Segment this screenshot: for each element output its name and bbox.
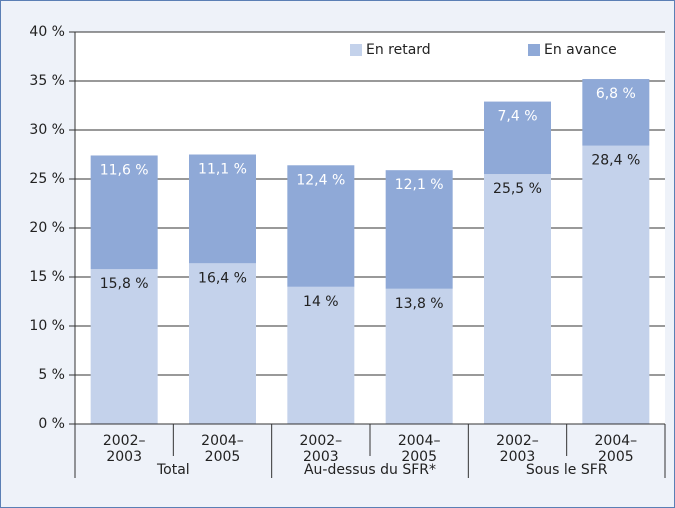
bar-segment <box>484 174 551 424</box>
bar-segment <box>484 101 551 175</box>
x-tick-label: 2002– 2003 <box>496 433 539 465</box>
y-tick-label: 35 % <box>29 73 65 89</box>
value-label: 7,4 % <box>497 109 537 125</box>
bar-segment <box>189 154 256 264</box>
value-label: 11,1 % <box>198 162 247 178</box>
value-label: 15,8 % <box>100 276 149 292</box>
value-label: 6,8 % <box>596 86 636 102</box>
y-tick-label: 20 % <box>29 220 65 236</box>
bar-segment <box>90 155 158 270</box>
legend-label: En retard <box>366 42 431 58</box>
bar-segment <box>385 288 453 424</box>
group-label: Total <box>156 462 190 478</box>
y-tick-label: 0 % <box>38 416 65 432</box>
value-label: 12,1 % <box>395 177 444 193</box>
value-label: 11,6 % <box>100 162 149 178</box>
legend-label: En avance <box>544 42 617 58</box>
bar-segment <box>385 170 453 289</box>
bar-segment <box>582 145 650 424</box>
bar-segment <box>287 165 355 287</box>
bar-segment <box>287 286 355 424</box>
bar-segment <box>189 263 256 424</box>
group-label: Sous le SFR <box>526 462 608 478</box>
x-tick-label: 2004– 2005 <box>398 433 441 465</box>
value-label: 12,4 % <box>296 172 345 188</box>
y-tick-label: 5 % <box>38 367 65 383</box>
value-label: 13,8 % <box>395 296 444 312</box>
y-tick-label: 25 % <box>29 171 65 187</box>
value-label: 28,4 % <box>591 153 640 169</box>
y-tick-label: 30 % <box>29 122 65 138</box>
group-label: Au-dessus du SFR* <box>304 462 436 478</box>
value-label: 14 % <box>303 294 339 310</box>
y-tick-label: 10 % <box>29 318 65 334</box>
bar-segment <box>90 269 158 424</box>
x-tick-label: 2004– 2005 <box>595 433 638 465</box>
x-tick-label: 2002– 2003 <box>103 433 146 465</box>
legend-swatch <box>350 44 362 56</box>
x-tick-label: 2004– 2005 <box>201 433 244 465</box>
value-label: 25,5 % <box>493 181 542 197</box>
x-tick-label: 2002– 2003 <box>300 433 343 465</box>
value-label: 16,4 % <box>198 270 247 286</box>
bar-segment <box>582 79 650 146</box>
y-tick-label: 15 % <box>29 269 65 285</box>
y-tick-label: 40 % <box>29 24 65 40</box>
legend-swatch <box>528 44 540 56</box>
